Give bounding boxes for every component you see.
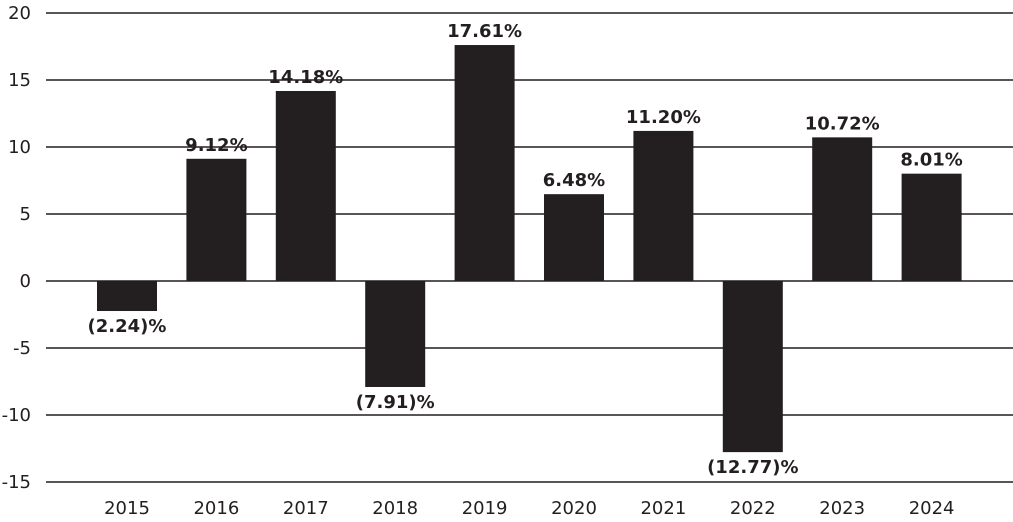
data-label: (12.77)% xyxy=(707,457,798,478)
y-tick-label: -10 xyxy=(2,405,31,426)
data-label: 9.12% xyxy=(185,135,247,156)
x-tick-label: 2023 xyxy=(819,498,865,519)
x-tick-label: 2022 xyxy=(730,498,776,519)
x-tick-label: 2015 xyxy=(104,498,150,519)
x-tick-label: 2024 xyxy=(909,498,955,519)
bar-2018 xyxy=(365,281,426,387)
data-label: 11.20% xyxy=(626,107,701,128)
bar-2022 xyxy=(722,281,783,453)
y-tick-label: 10 xyxy=(8,137,31,158)
bar-2020 xyxy=(544,194,604,281)
y-axis: 20 15 10 5 0 -5 -10 -15 xyxy=(2,3,31,493)
bar-2019 xyxy=(454,45,515,281)
y-tick-label: 20 xyxy=(8,3,31,24)
x-axis: 2015 2016 2017 2018 2019 2020 2021 2022 2023 2024 xyxy=(104,498,954,519)
bar-2016 xyxy=(186,158,247,281)
y-tick-label: 5 xyxy=(20,204,31,225)
y-tick-label: 0 xyxy=(20,271,31,292)
bar-2023 xyxy=(812,137,873,281)
y-tick-label: 15 xyxy=(8,70,31,91)
data-label: 10.72% xyxy=(805,113,880,134)
x-tick-label: 2020 xyxy=(551,498,597,519)
bars xyxy=(97,45,962,453)
data-label: 8.01% xyxy=(900,150,962,171)
x-tick-label: 2017 xyxy=(283,498,329,519)
bar-2021 xyxy=(633,130,694,281)
x-tick-label: 2018 xyxy=(372,498,418,519)
bar-2015 xyxy=(97,281,157,312)
bar-2017 xyxy=(275,90,336,281)
x-tick-label: 2019 xyxy=(462,498,508,519)
data-label: 17.61% xyxy=(447,21,522,42)
y-tick-label: -5 xyxy=(13,338,31,359)
x-tick-label: 2021 xyxy=(640,498,686,519)
data-label: 14.18% xyxy=(268,67,343,88)
x-tick-label: 2016 xyxy=(193,498,239,519)
data-labels: (2.24)% 9.12% 14.18% (7.91)% 17.61% 6.48% 11.2… xyxy=(88,21,963,478)
data-label: (7.91)% xyxy=(356,392,435,413)
data-label: (2.24)% xyxy=(88,316,167,337)
data-label: 6.48% xyxy=(543,170,605,191)
bar-2024 xyxy=(901,173,962,281)
y-tick-label: -15 xyxy=(2,472,31,493)
